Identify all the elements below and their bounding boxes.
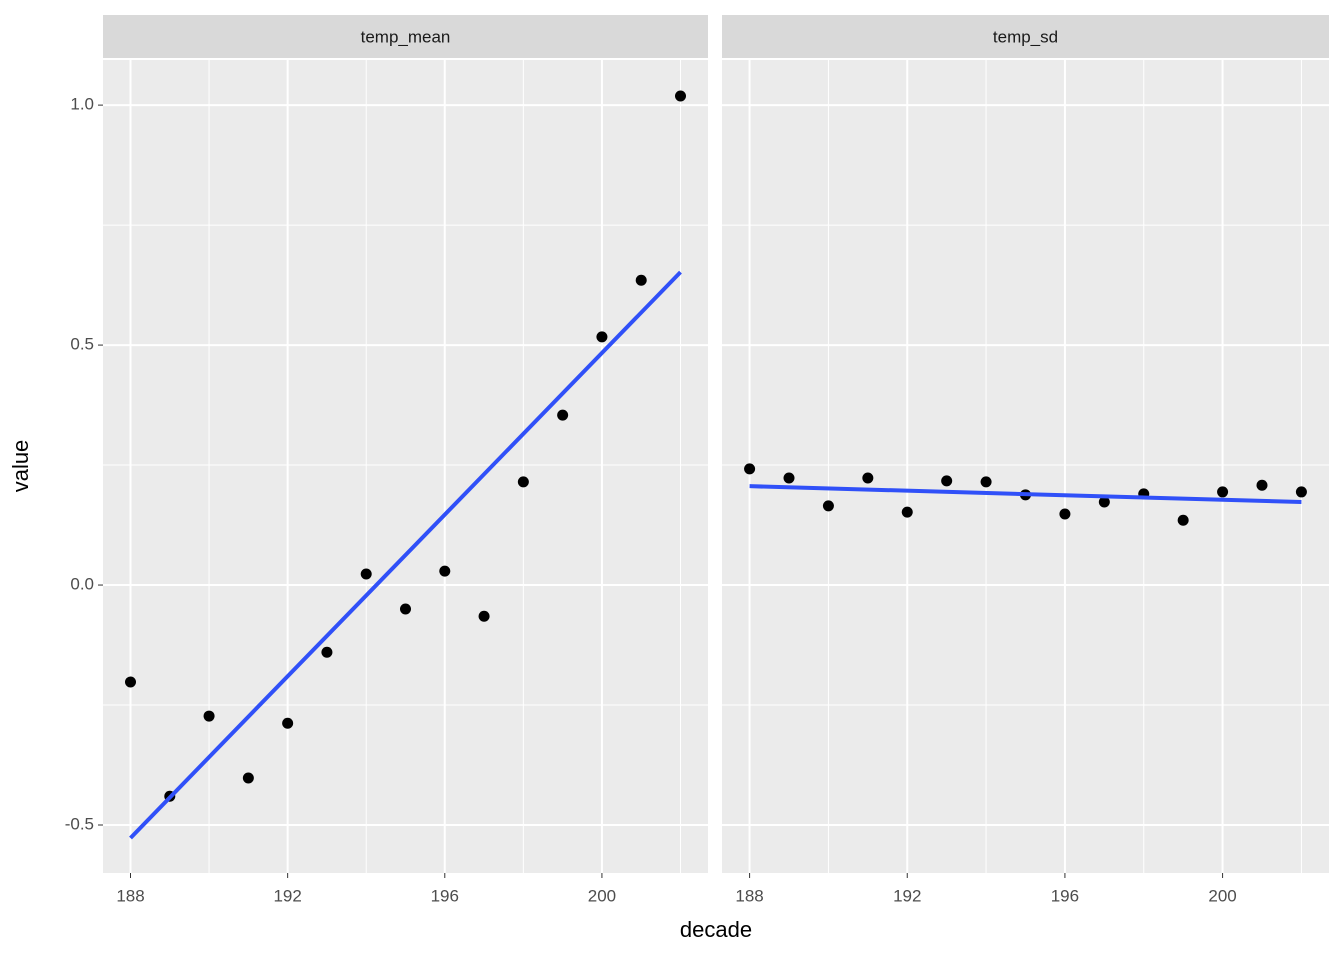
x-tick-label: 200 bbox=[588, 886, 616, 905]
panel-background bbox=[103, 60, 708, 873]
point bbox=[517, 476, 529, 488]
point bbox=[635, 274, 647, 286]
x-tick-label: 192 bbox=[273, 886, 301, 905]
x-tick-label: 192 bbox=[893, 886, 921, 905]
point bbox=[1098, 496, 1110, 508]
point bbox=[1295, 486, 1307, 498]
y-axis-title: value bbox=[8, 440, 33, 493]
point bbox=[125, 676, 136, 688]
point bbox=[980, 476, 992, 488]
panel-background bbox=[722, 60, 1329, 873]
y-tick-label: 0.5 bbox=[70, 335, 94, 354]
point bbox=[242, 772, 254, 784]
x-tick-label: 196 bbox=[1051, 886, 1079, 905]
point bbox=[596, 331, 608, 343]
fit-line bbox=[129, 270, 682, 840]
y-tick-label: -0.5 bbox=[65, 814, 94, 833]
x-tick-label: 188 bbox=[116, 886, 144, 905]
point bbox=[203, 710, 215, 722]
point bbox=[822, 500, 834, 512]
point bbox=[941, 475, 953, 487]
point bbox=[282, 717, 294, 729]
y-tick-label: 1.0 bbox=[70, 95, 94, 114]
point bbox=[1059, 508, 1071, 520]
y-tick-label: 0.0 bbox=[70, 575, 94, 594]
point bbox=[862, 472, 874, 484]
point bbox=[675, 90, 686, 102]
point bbox=[478, 610, 490, 622]
point bbox=[901, 506, 913, 518]
point bbox=[321, 646, 333, 658]
point bbox=[400, 603, 411, 615]
point bbox=[439, 565, 451, 577]
point bbox=[1256, 479, 1268, 491]
x-tick-label: 196 bbox=[431, 886, 459, 905]
point bbox=[1177, 514, 1189, 526]
point bbox=[744, 463, 756, 475]
point bbox=[360, 568, 372, 580]
strip-background bbox=[722, 15, 1329, 58]
strip-background bbox=[103, 15, 708, 58]
strip-label: temp_sd bbox=[993, 27, 1058, 46]
x-tick-label: 188 bbox=[735, 886, 763, 905]
strip-label: temp_mean bbox=[361, 27, 451, 46]
point bbox=[783, 472, 795, 484]
x-tick-label: 200 bbox=[1208, 886, 1236, 905]
x-axis-title: decade bbox=[680, 917, 752, 942]
point bbox=[557, 409, 569, 421]
fit-line bbox=[749, 484, 1302, 505]
point bbox=[1217, 486, 1229, 498]
